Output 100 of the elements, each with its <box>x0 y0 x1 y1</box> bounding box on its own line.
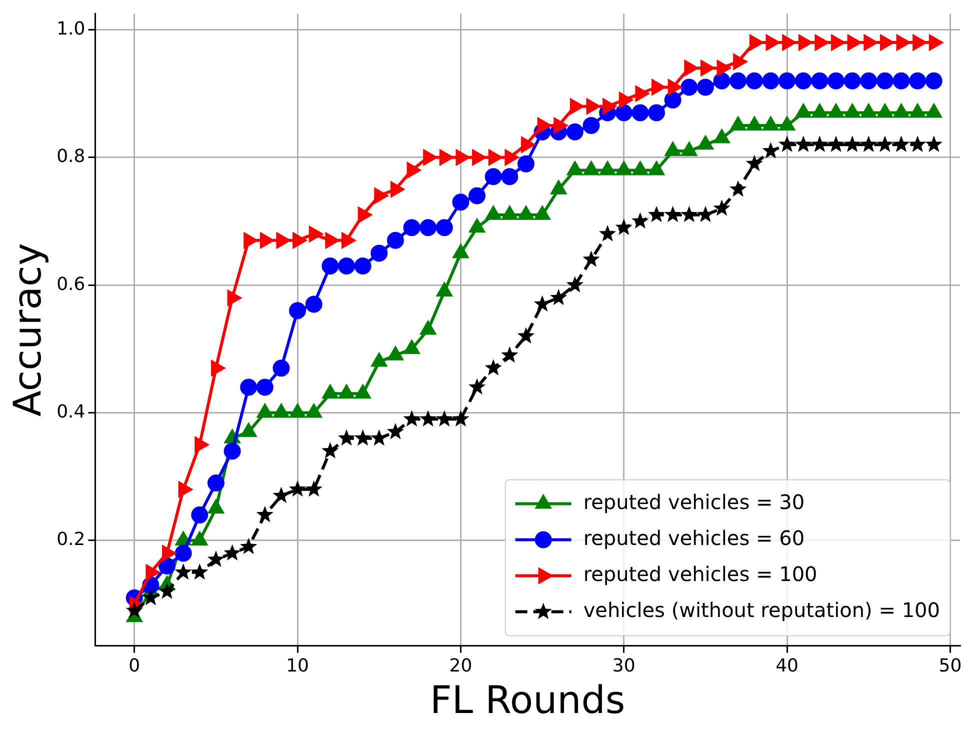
point <box>713 200 730 216</box>
point <box>370 429 388 446</box>
point <box>632 212 649 229</box>
point <box>208 499 224 514</box>
point <box>860 136 878 152</box>
point <box>370 244 388 262</box>
point <box>892 72 910 90</box>
point <box>794 72 812 90</box>
point <box>288 480 306 497</box>
point <box>696 206 714 222</box>
point <box>191 563 208 580</box>
point <box>403 410 420 426</box>
point <box>762 142 780 158</box>
point <box>501 346 518 363</box>
point <box>158 582 176 599</box>
point <box>730 72 747 90</box>
point <box>436 410 453 426</box>
point <box>517 155 534 172</box>
point <box>468 378 486 395</box>
point <box>582 250 600 267</box>
point <box>794 136 812 152</box>
legend-label: reputed vehicles = 30 <box>583 490 805 514</box>
point <box>730 180 747 197</box>
point <box>582 117 600 134</box>
point <box>827 136 845 152</box>
point <box>174 544 192 562</box>
point <box>207 550 225 567</box>
point <box>207 474 224 492</box>
point <box>860 72 878 90</box>
x-tick-label: 40 <box>776 655 798 676</box>
y-tick-label: 0.2 <box>56 529 86 550</box>
x-tick-label: 30 <box>612 655 636 676</box>
point <box>844 72 861 90</box>
y-tick-label: 0.6 <box>56 274 86 295</box>
point <box>762 72 780 90</box>
point <box>746 154 763 172</box>
y-axis-title: Accuracy <box>6 243 50 417</box>
point <box>272 486 290 504</box>
point <box>386 422 404 440</box>
point <box>615 104 632 122</box>
point <box>354 429 372 446</box>
point <box>664 91 682 108</box>
y-tick-label: 0.4 <box>56 401 86 422</box>
point <box>142 588 160 606</box>
legend-label: vehicles (without reputation) = 100 <box>583 598 940 622</box>
point <box>664 206 682 222</box>
point <box>648 104 666 122</box>
point <box>827 72 844 90</box>
point <box>599 225 616 242</box>
point <box>517 327 535 344</box>
point <box>484 359 502 376</box>
point <box>240 378 258 396</box>
point <box>174 563 192 580</box>
point <box>289 302 306 320</box>
point <box>403 219 420 236</box>
point <box>484 168 502 186</box>
point <box>386 232 404 249</box>
point <box>452 410 470 426</box>
x-tick-label: 10 <box>286 655 310 676</box>
point <box>240 538 258 554</box>
point <box>566 276 584 292</box>
point <box>925 72 942 90</box>
y-tick-label: 1.0 <box>56 18 86 40</box>
point <box>224 442 241 460</box>
point <box>680 78 698 96</box>
point <box>892 136 910 152</box>
point <box>713 72 730 90</box>
point <box>909 136 926 152</box>
point <box>876 72 894 90</box>
point <box>680 206 698 222</box>
legend-label: reputed vehicles = 100 <box>583 562 818 586</box>
point <box>844 136 861 152</box>
point <box>305 296 322 313</box>
point <box>778 72 796 90</box>
point <box>305 480 322 497</box>
point <box>322 257 339 274</box>
point <box>746 72 763 90</box>
point <box>566 123 584 140</box>
point <box>338 257 355 274</box>
point <box>778 136 796 152</box>
point <box>811 72 828 90</box>
point <box>338 429 356 446</box>
point <box>256 378 274 396</box>
point <box>452 194 470 211</box>
x-tick-label: 20 <box>449 655 472 676</box>
point <box>468 187 486 204</box>
point <box>534 295 551 312</box>
point <box>811 136 828 152</box>
x-tick-label: 50 <box>938 655 962 676</box>
point <box>158 558 176 574</box>
point <box>925 136 942 152</box>
point <box>420 410 437 426</box>
point <box>126 602 143 618</box>
point <box>256 506 274 522</box>
point <box>272 360 290 377</box>
point <box>696 78 714 96</box>
point <box>632 104 649 122</box>
x-tick-label: 0 <box>128 655 140 676</box>
point <box>224 544 241 561</box>
point <box>550 288 568 306</box>
